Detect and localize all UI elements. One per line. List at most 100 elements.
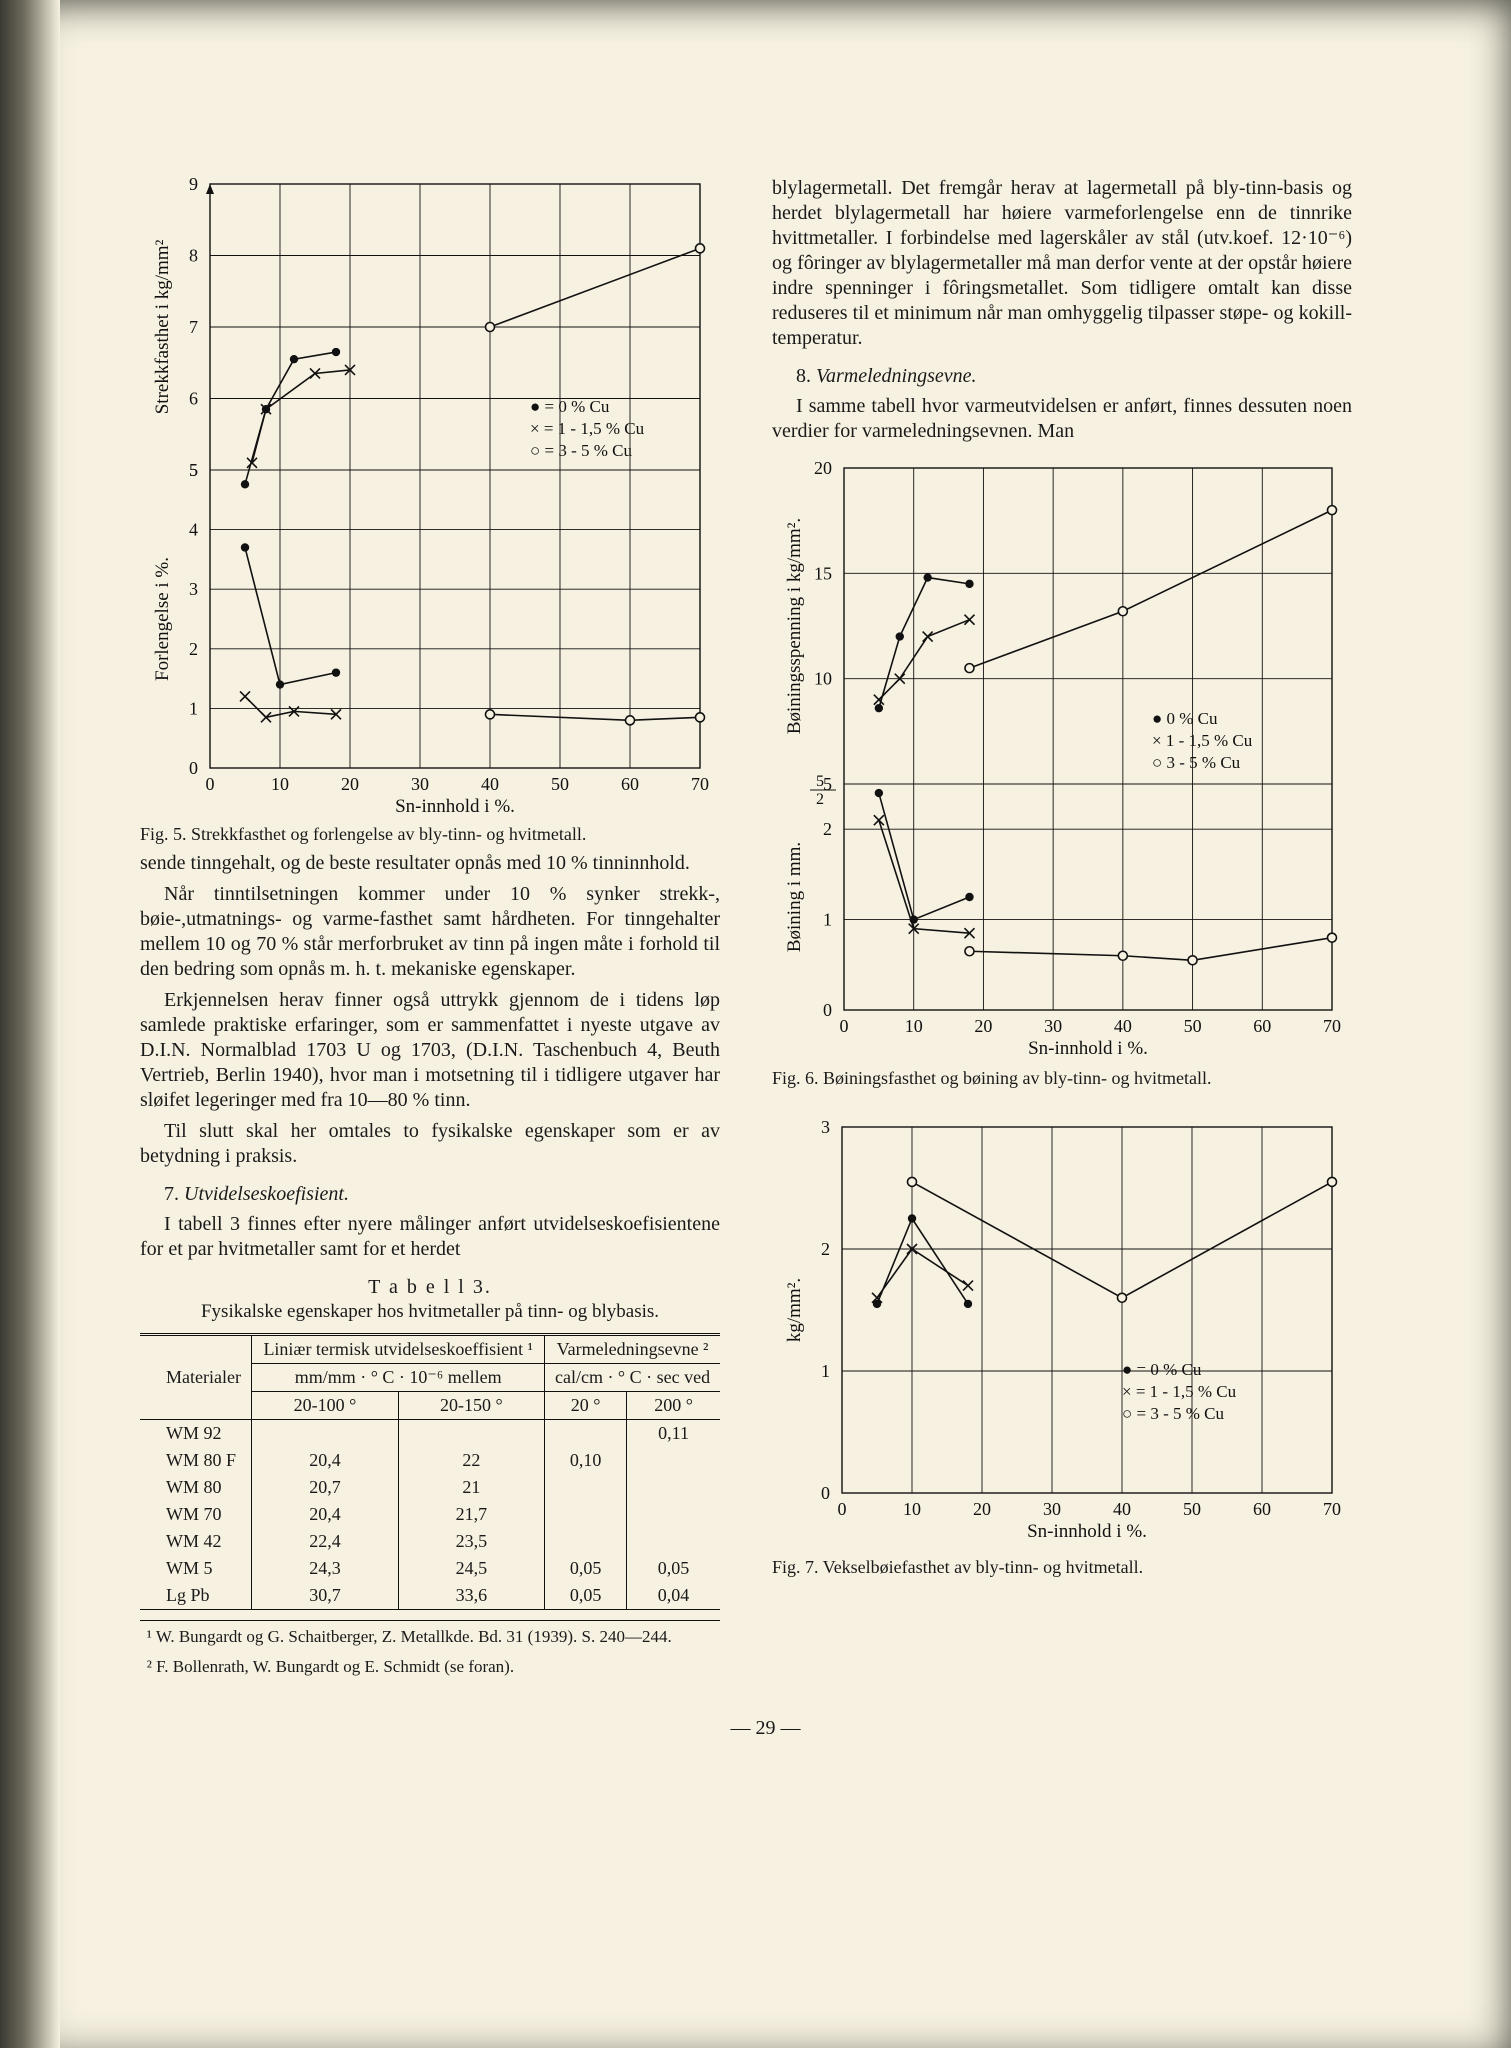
figure-5-svg: 01020304050607056789012345● = 0 % Cu× = … bbox=[140, 170, 720, 820]
svg-text:60: 60 bbox=[1253, 1499, 1271, 1519]
table-cell: 24,5 bbox=[398, 1555, 544, 1582]
svg-text:40: 40 bbox=[481, 774, 499, 794]
svg-text:1: 1 bbox=[821, 1361, 830, 1381]
table-cell: WM 70 bbox=[140, 1501, 252, 1528]
figure-7-svg: 0102030405060700123● = 0 % Cu× = 1 - 1,5… bbox=[772, 1113, 1352, 1553]
table-cell bbox=[627, 1501, 720, 1528]
svg-text:Sn-innhold i %.: Sn-innhold i %. bbox=[1027, 1521, 1147, 1542]
svg-text:30: 30 bbox=[411, 774, 429, 794]
table-cell bbox=[545, 1420, 627, 1448]
table-row: WM 920,11 bbox=[140, 1420, 720, 1448]
figure-6-svg: 010203040506070510152052012● 0 % Cu× 1 -… bbox=[772, 454, 1352, 1064]
svg-text:60: 60 bbox=[1253, 1016, 1271, 1036]
svg-text:30: 30 bbox=[1044, 1016, 1062, 1036]
col-header-group2: Varme­ledningsevne ² bbox=[545, 1335, 720, 1364]
svg-text:20: 20 bbox=[974, 1016, 992, 1036]
table-cell: Lg Pb bbox=[140, 1582, 252, 1610]
svg-text:○ = 3 - 5 % Cu: ○ = 3 - 5 % Cu bbox=[530, 441, 633, 460]
svg-text:9: 9 bbox=[189, 174, 198, 194]
svg-text:5: 5 bbox=[823, 774, 832, 794]
svg-text:0: 0 bbox=[821, 1483, 830, 1503]
figure-7: 0102030405060700123● = 0 % Cu× = 1 - 1,5… bbox=[772, 1113, 1352, 1578]
figure-6: 010203040506070510152052012● 0 % Cu× 1 -… bbox=[772, 454, 1352, 1089]
svg-text:10: 10 bbox=[905, 1016, 923, 1036]
svg-text:Forlengelse i %.: Forlengelse i %. bbox=[152, 557, 173, 681]
right-column: blylagermetall. Det fremgår herav at lag… bbox=[772, 170, 1352, 1677]
table-cell: 20,4 bbox=[252, 1501, 398, 1528]
scanned-page: 01020304050607056789012345● = 0 % Cu× = … bbox=[0, 0, 1511, 2048]
svg-text:● 0 % Cu: ● 0 % Cu bbox=[1152, 709, 1218, 728]
table-cell: 30,7 bbox=[252, 1582, 398, 1610]
svg-text:50: 50 bbox=[1184, 1016, 1202, 1036]
section-title: Utvidelseskoefisient. bbox=[184, 1183, 349, 1205]
svg-text:50: 50 bbox=[1183, 1499, 1201, 1519]
table-cell bbox=[398, 1420, 544, 1448]
two-column-layout: 01020304050607056789012345● = 0 % Cu× = … bbox=[140, 170, 1391, 1677]
svg-text:Sn-innhold i %.: Sn-innhold i %. bbox=[1028, 1038, 1148, 1059]
table-cell bbox=[545, 1528, 627, 1555]
svg-text:0: 0 bbox=[840, 1016, 849, 1036]
svg-text:Bøiningsspenning i kg/mm².: Bøiningsspenning i kg/mm². bbox=[784, 518, 805, 734]
svg-text:50: 50 bbox=[551, 774, 569, 794]
table-cell: 0,10 bbox=[545, 1447, 627, 1474]
svg-text:15: 15 bbox=[814, 563, 832, 583]
table-3-subtitle: Fysikalske egenskaper hos hvitmetaller p… bbox=[140, 1301, 720, 1323]
table-row: WM 80 F20,4220,10 bbox=[140, 1447, 720, 1474]
svg-text:40: 40 bbox=[1114, 1016, 1132, 1036]
table-3-label: T a b e l l 3. bbox=[140, 1276, 720, 1299]
body-paragraph: Når tinntilsetningen kommer under 10 % s… bbox=[140, 882, 720, 982]
figure-7-caption: Fig. 7. Vekselbøiefasthet av bly-tinn- o… bbox=[772, 1557, 1352, 1578]
svg-text:× 1 - 1,5 % Cu: × 1 - 1,5 % Cu bbox=[1152, 731, 1253, 750]
table-cell: WM 42 bbox=[140, 1528, 252, 1555]
svg-text:10: 10 bbox=[271, 774, 289, 794]
table-cell: WM 80 F bbox=[140, 1447, 252, 1474]
col-h4: 200 ° bbox=[627, 1392, 720, 1420]
col-h2: 20-150 ° bbox=[398, 1392, 544, 1420]
svg-text:2: 2 bbox=[816, 791, 824, 808]
section-number: 7. bbox=[164, 1183, 179, 1205]
svg-text:Bøining i mm.: Bøining i mm. bbox=[784, 842, 805, 952]
table-cell: 21 bbox=[398, 1474, 544, 1501]
col-h3: 20 ° bbox=[545, 1392, 627, 1420]
svg-text:○ 3 - 5 % Cu: ○ 3 - 5 % Cu bbox=[1152, 753, 1241, 772]
section-title: Varmeledningsevne. bbox=[816, 365, 977, 387]
table-cell: WM 92 bbox=[140, 1420, 252, 1448]
col-subheader-2: cal/cm · ° C · sec ved bbox=[545, 1364, 720, 1392]
svg-text:60: 60 bbox=[621, 774, 639, 794]
svg-text:30: 30 bbox=[1043, 1499, 1061, 1519]
svg-text:20: 20 bbox=[814, 458, 832, 478]
table-row: WM 8020,721 bbox=[140, 1474, 720, 1501]
footnote-1: ¹ W. Bungardt og G. Schaitberger, Z. Met… bbox=[140, 1620, 720, 1647]
body-paragraph: Erkjennelsen herav finner også uttrykk g… bbox=[140, 988, 720, 1113]
table-cell: 22 bbox=[398, 1447, 544, 1474]
table-cell: 22,4 bbox=[252, 1528, 398, 1555]
body-paragraph: I samme tabell hvor varmeutvidelsen er a… bbox=[772, 394, 1352, 444]
body-paragraph: blylagermetall. Det fremgår herav at lag… bbox=[772, 176, 1352, 351]
svg-text:2: 2 bbox=[823, 819, 832, 839]
section-8-heading: 8. Varmeledningsevne. bbox=[772, 365, 1352, 388]
svg-text:○ = 3 - 5 % Cu: ○ = 3 - 5 % Cu bbox=[1122, 1404, 1225, 1423]
left-column: 01020304050607056789012345● = 0 % Cu× = … bbox=[140, 170, 720, 1677]
svg-text:70: 70 bbox=[691, 774, 709, 794]
binding-shadow bbox=[0, 0, 60, 2048]
table-cell: 20,4 bbox=[252, 1447, 398, 1474]
svg-text:40: 40 bbox=[1113, 1499, 1131, 1519]
page-number: — 29 — bbox=[140, 1717, 1391, 1740]
svg-text:× = 1 - 1,5 % Cu: × = 1 - 1,5 % Cu bbox=[530, 419, 645, 438]
section-number: 8. bbox=[796, 365, 811, 387]
table-cell bbox=[627, 1528, 720, 1555]
table-row: WM 4222,423,5 bbox=[140, 1528, 720, 1555]
svg-text:1: 1 bbox=[823, 910, 832, 930]
table-cell: WM 5 bbox=[140, 1555, 252, 1582]
svg-text:20: 20 bbox=[341, 774, 359, 794]
svg-text:Sn-innhold i %.: Sn-innhold i %. bbox=[395, 796, 515, 817]
svg-text:20: 20 bbox=[973, 1499, 991, 1519]
col-header-materials: Materialer bbox=[140, 1335, 252, 1420]
figure-5-caption: Fig. 5. Strekkfasthet og forlengelse av … bbox=[140, 824, 720, 845]
section-7-heading: 7. Utvidelseskoefisient. bbox=[140, 1183, 720, 1206]
svg-text:× = 1 - 1,5 % Cu: × = 1 - 1,5 % Cu bbox=[1122, 1382, 1237, 1401]
svg-text:0: 0 bbox=[206, 774, 215, 794]
svg-text:● = 0 % Cu: ● = 0 % Cu bbox=[530, 397, 610, 416]
table-cell bbox=[627, 1447, 720, 1474]
svg-text:0: 0 bbox=[838, 1499, 847, 1519]
